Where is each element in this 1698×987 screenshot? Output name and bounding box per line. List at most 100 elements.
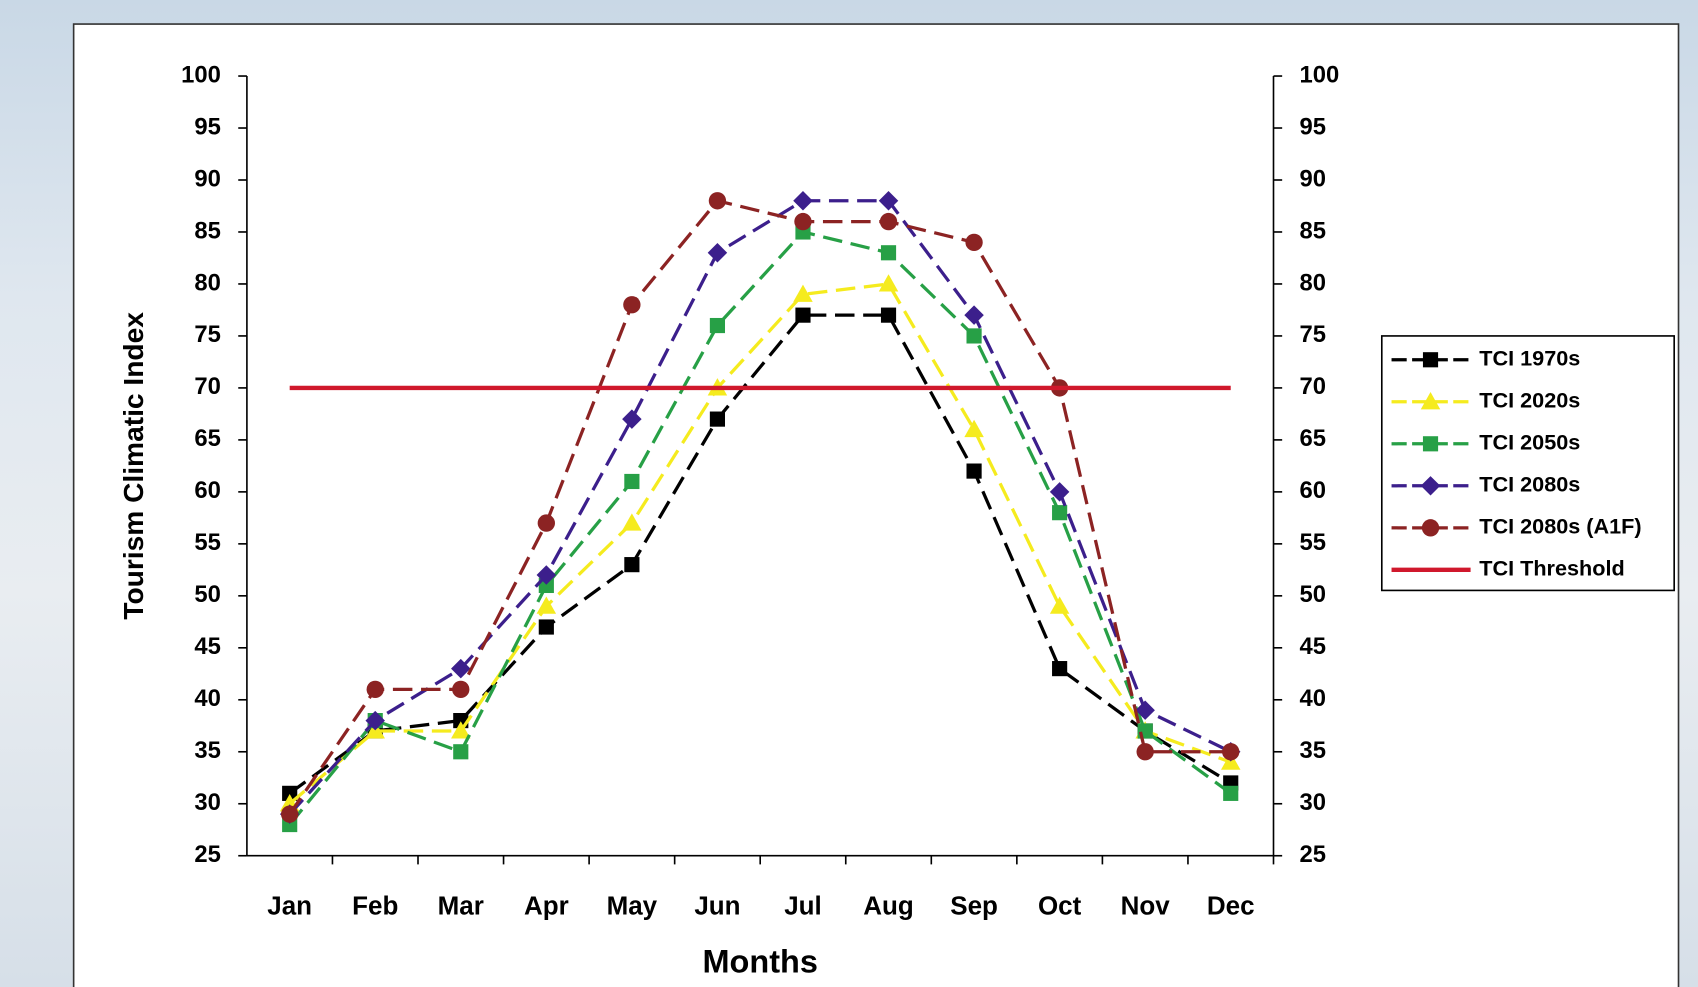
- legend-label: TCI 1970s: [1479, 345, 1580, 370]
- x-tick-label: Mar: [438, 891, 484, 921]
- data-point: [964, 305, 984, 325]
- legend-marker: [1422, 436, 1439, 452]
- data-point: [709, 317, 726, 334]
- y2-tick-label: 80: [1299, 269, 1326, 296]
- data-point: [793, 191, 813, 211]
- y2-tick-label: 40: [1299, 685, 1326, 712]
- data-point: [452, 680, 470, 699]
- legend-label: TCI 2080s: [1479, 472, 1580, 497]
- data-point: [622, 513, 642, 531]
- y2-tick-label: 95: [1299, 113, 1326, 140]
- x-tick-label: Dec: [1207, 891, 1255, 921]
- y-axis-label: Tourism Climatic Index: [118, 312, 149, 620]
- y2-tick-label: 85: [1299, 217, 1326, 244]
- legend-label: TCI 2020s: [1479, 387, 1580, 412]
- x-tick-label: Aug: [863, 891, 913, 921]
- data-point: [1049, 596, 1070, 614]
- x-tick-label: Apr: [524, 891, 569, 921]
- data-point: [453, 744, 469, 760]
- legend-box: [1380, 335, 1675, 592]
- y-tick-label: 35: [194, 737, 221, 764]
- data-point: [451, 658, 471, 679]
- y-tick-label: 90: [194, 165, 221, 192]
- y-tick-label: 70: [194, 373, 221, 400]
- data-point: [451, 721, 471, 739]
- y2-tick-label: 55: [1299, 529, 1326, 556]
- data-point: [366, 680, 384, 699]
- y-tick-label: 25: [194, 841, 221, 868]
- data-point: [1052, 505, 1068, 521]
- data-point: [708, 192, 727, 210]
- data-point: [878, 274, 899, 292]
- y-tick-label: 80: [194, 269, 221, 296]
- legend-label: TCI 2050s: [1479, 430, 1580, 455]
- x-tick-label: Oct: [1038, 891, 1082, 921]
- legend-marker: [1422, 352, 1439, 368]
- data-point: [965, 233, 983, 252]
- data-point: [879, 212, 898, 231]
- y2-tick-label: 70: [1299, 373, 1326, 400]
- data-point: [1136, 743, 1154, 761]
- x-tick-label: Jun: [694, 891, 740, 921]
- data-point: [538, 577, 554, 594]
- data-point: [536, 565, 557, 585]
- y2-tick-label: 30: [1299, 789, 1326, 816]
- legend-label: TCI 2080s (A1F): [1479, 514, 1641, 539]
- legend-marker: [1420, 476, 1441, 496]
- y-tick-label: 85: [194, 217, 221, 244]
- data-point: [880, 307, 897, 323]
- data-point: [536, 596, 557, 614]
- y-tick-label: 65: [194, 425, 221, 452]
- series-line: [288, 199, 1232, 816]
- x-tick-label: Sep: [950, 891, 998, 921]
- data-point: [966, 328, 982, 344]
- y2-tick-label: 45: [1299, 633, 1326, 660]
- legend-marker: [1420, 392, 1441, 410]
- data-point: [538, 619, 554, 635]
- y2-tick-label: 75: [1299, 321, 1326, 348]
- x-tick-label: Jul: [784, 891, 822, 921]
- y2-tick-label: 35: [1299, 737, 1326, 764]
- y-tick-label: 95: [194, 113, 221, 140]
- y-tick-label: 30: [194, 789, 221, 816]
- data-point: [623, 296, 641, 314]
- series-line: [288, 282, 1232, 805]
- y2-tick-label: 25: [1299, 841, 1326, 868]
- series-line: [288, 230, 1232, 826]
- data-point: [282, 785, 298, 801]
- series-line: [288, 313, 1232, 795]
- y2-tick-label: 90: [1299, 165, 1326, 192]
- x-tick-label: Feb: [352, 891, 398, 921]
- data-point: [1223, 785, 1239, 801]
- data-point: [709, 411, 726, 427]
- y-tick-label: 75: [194, 321, 221, 348]
- y2-tick-label: 65: [1299, 425, 1326, 452]
- y2-tick-label: 60: [1299, 477, 1326, 504]
- y-tick-label: 40: [194, 685, 221, 712]
- x-tick-label: Nov: [1121, 891, 1171, 921]
- x-axis-label: Months: [702, 944, 817, 980]
- y-tick-label: 60: [194, 477, 221, 504]
- data-point: [281, 805, 299, 823]
- data-point: [880, 245, 897, 261]
- data-point: [622, 409, 642, 429]
- y-tick-label: 50: [194, 581, 221, 608]
- data-point: [624, 557, 640, 573]
- x-tick-label: May: [607, 891, 658, 921]
- data-point: [795, 307, 811, 323]
- series-line: [288, 198, 1231, 816]
- y-tick-label: 45: [194, 633, 221, 660]
- y-tick-label: 55: [194, 529, 221, 556]
- legend-label: TCI Threshold: [1479, 556, 1624, 581]
- data-point: [1052, 661, 1068, 677]
- data-point: [793, 284, 813, 302]
- y2-tick-label: 50: [1299, 581, 1326, 608]
- legend-marker: [1421, 519, 1440, 537]
- y2-tick-label: 100: [1299, 61, 1339, 88]
- data-point: [878, 191, 899, 211]
- data-point: [1135, 700, 1155, 720]
- data-point: [365, 710, 385, 731]
- data-point: [1222, 743, 1240, 761]
- data-point: [964, 419, 984, 438]
- data-point: [537, 514, 555, 532]
